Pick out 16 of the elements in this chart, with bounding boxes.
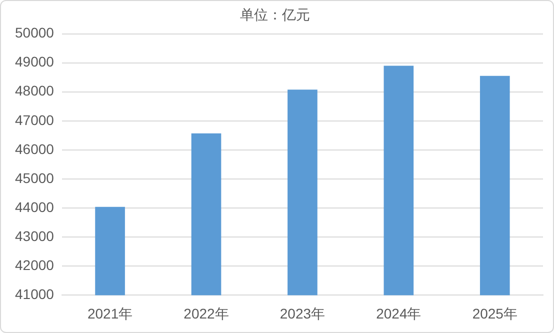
y-tick-label: 42000 xyxy=(14,257,54,274)
y-tick-label: 49000 xyxy=(14,54,54,70)
y-tick-label: 41000 xyxy=(14,286,54,302)
y-tick-label: 45000 xyxy=(14,170,54,186)
x-tick-label: 2025年 xyxy=(472,305,518,322)
x-tick-label: 2021年 xyxy=(87,305,133,322)
y-tick-label: 48000 xyxy=(14,82,54,99)
y-tick-label: 46000 xyxy=(14,140,54,157)
chart-title: 单位：亿元 xyxy=(240,6,310,22)
y-tick-label: 44000 xyxy=(14,198,54,215)
x-tick-label: 2024年 xyxy=(376,305,422,322)
y-tick-label: 50000 xyxy=(14,24,54,41)
y-tick-label: 47000 xyxy=(14,112,54,128)
x-tick-label: 2023年 xyxy=(280,305,326,322)
x-tick-label: 2022年 xyxy=(184,305,229,322)
y-tick-label: 43000 xyxy=(14,228,54,244)
